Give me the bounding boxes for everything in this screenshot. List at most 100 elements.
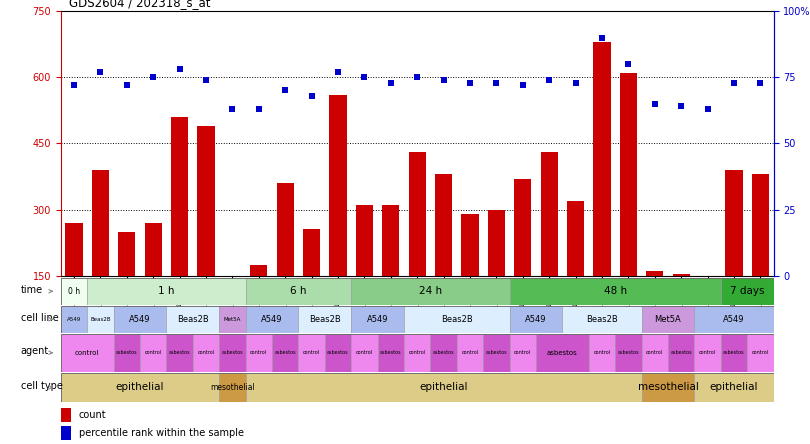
Bar <box>87 306 113 333</box>
Bar <box>462 214 479 276</box>
Point <box>252 106 265 113</box>
Text: mesothelial: mesothelial <box>637 382 698 392</box>
Bar <box>646 271 663 276</box>
Bar <box>408 152 426 276</box>
Text: asbestos: asbestos <box>485 350 507 355</box>
Bar <box>352 306 404 333</box>
Point <box>199 76 212 83</box>
Point <box>173 66 186 73</box>
Bar <box>747 334 774 372</box>
Text: A549: A549 <box>66 317 81 322</box>
Point <box>675 103 688 110</box>
Bar <box>620 73 637 276</box>
Bar <box>166 306 220 333</box>
Point <box>701 106 714 113</box>
Bar <box>642 334 668 372</box>
Point <box>595 34 608 41</box>
Point <box>648 100 661 107</box>
Bar <box>66 223 83 276</box>
Bar <box>87 278 245 305</box>
Text: time: time <box>21 285 43 295</box>
Text: asbestos: asbestos <box>671 350 692 355</box>
Bar <box>61 334 113 372</box>
Bar <box>752 174 769 276</box>
Bar <box>382 205 399 276</box>
Text: epithelial: epithelial <box>420 382 468 392</box>
Bar <box>220 306 245 333</box>
Bar <box>61 306 87 333</box>
Point <box>305 92 318 99</box>
Bar <box>404 306 509 333</box>
Point <box>120 82 133 89</box>
Point <box>727 79 740 86</box>
Text: control: control <box>356 350 373 355</box>
Point <box>516 82 529 89</box>
Bar <box>594 42 611 276</box>
Bar <box>589 334 615 372</box>
Point <box>490 79 503 86</box>
Bar <box>193 334 220 372</box>
Bar <box>404 334 430 372</box>
Text: asbestos: asbestos <box>116 350 138 355</box>
Text: asbestos: asbestos <box>275 350 296 355</box>
Point <box>411 74 424 81</box>
Bar <box>721 334 747 372</box>
Bar <box>144 223 162 276</box>
Bar <box>92 170 109 276</box>
Bar <box>483 334 509 372</box>
Text: agent: agent <box>21 346 49 356</box>
Text: A549: A549 <box>261 315 283 324</box>
Text: GDS2604 / 202318_s_at: GDS2604 / 202318_s_at <box>69 0 211 9</box>
Text: 7 days: 7 days <box>730 286 765 296</box>
Text: control: control <box>752 350 769 355</box>
Bar <box>61 408 71 422</box>
Bar <box>726 170 743 276</box>
Bar <box>509 334 536 372</box>
Bar <box>642 373 694 402</box>
Bar <box>250 265 267 276</box>
Text: Beas2B: Beas2B <box>90 317 111 322</box>
Text: asbestos: asbestos <box>547 350 578 356</box>
Text: Beas2B: Beas2B <box>441 315 472 324</box>
Bar <box>298 306 352 333</box>
Bar <box>171 117 188 276</box>
Bar <box>198 126 215 276</box>
Text: asbestos: asbestos <box>433 350 454 355</box>
Bar <box>509 306 562 333</box>
Bar <box>220 373 245 402</box>
Bar <box>567 201 584 276</box>
Text: 1 h: 1 h <box>158 286 175 296</box>
Point <box>754 79 767 86</box>
Text: control: control <box>198 350 215 355</box>
Point <box>331 68 344 75</box>
Bar <box>356 205 373 276</box>
Bar <box>377 334 404 372</box>
Bar <box>562 306 642 333</box>
Text: cell line: cell line <box>21 313 58 323</box>
Bar <box>642 306 694 333</box>
Text: epithelial: epithelial <box>710 382 758 392</box>
Text: 6 h: 6 h <box>290 286 307 296</box>
Text: A549: A549 <box>367 315 388 324</box>
Text: cell type: cell type <box>21 381 62 391</box>
Bar <box>668 334 694 372</box>
Bar <box>488 210 505 276</box>
Bar <box>245 334 272 372</box>
Point <box>226 106 239 113</box>
Bar <box>694 306 774 333</box>
Bar <box>509 278 721 305</box>
Bar <box>514 178 531 276</box>
Text: asbestos: asbestos <box>723 350 744 355</box>
Bar <box>61 373 220 402</box>
Point <box>279 87 292 94</box>
Bar <box>140 334 166 372</box>
Text: A549: A549 <box>130 315 151 324</box>
Text: Met5A: Met5A <box>654 315 681 324</box>
Text: Met5A: Met5A <box>224 317 241 322</box>
Text: 48 h: 48 h <box>603 286 627 296</box>
Text: control: control <box>699 350 716 355</box>
Text: A549: A549 <box>525 315 547 324</box>
Bar <box>330 95 347 276</box>
Bar <box>435 174 452 276</box>
Text: control: control <box>462 350 479 355</box>
